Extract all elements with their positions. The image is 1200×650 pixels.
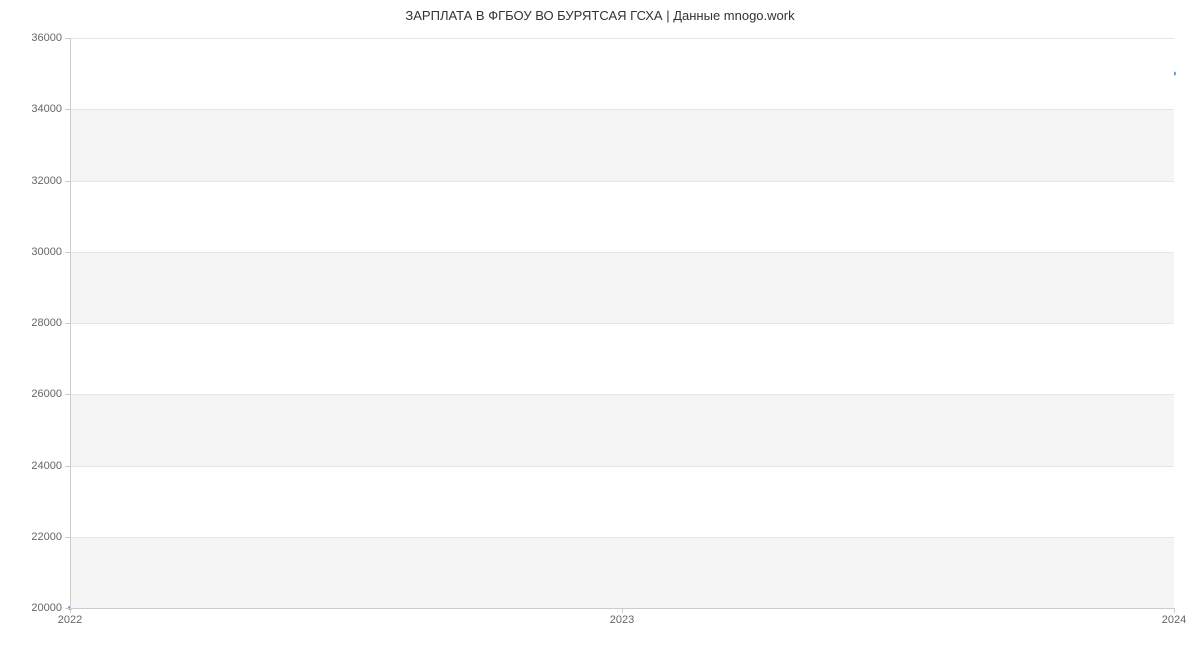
grid-line: [70, 181, 1174, 182]
y-tick-label: 20000: [31, 602, 62, 614]
grid-line: [70, 466, 1174, 467]
grid-line: [70, 537, 1174, 538]
salary-line-chart: ЗАРПЛАТА В ФГБОУ ВО БУРЯТСАЯ ГСХА | Данн…: [0, 0, 1200, 650]
y-tick-label: 36000: [31, 32, 62, 44]
x-tick-label: 2023: [610, 614, 634, 626]
y-tick-label: 32000: [31, 175, 62, 187]
y-tick-label: 22000: [31, 531, 62, 543]
y-tick-label: 26000: [31, 388, 62, 400]
x-tick-label: 2024: [1162, 614, 1186, 626]
chart-title: ЗАРПЛАТА В ФГБОУ ВО БУРЯТСАЯ ГСХА | Данн…: [0, 8, 1200, 23]
grid-band: [70, 466, 1174, 537]
y-tick-label: 30000: [31, 246, 62, 258]
grid-line: [70, 38, 1174, 39]
x-tick-mark: [70, 608, 71, 613]
grid-band: [70, 252, 1174, 323]
y-tick-label: 24000: [31, 460, 62, 472]
x-tick-mark: [622, 608, 623, 613]
grid-band: [70, 537, 1174, 608]
grid-band: [70, 38, 1174, 109]
x-tick-mark: [1174, 608, 1175, 613]
y-axis: [70, 38, 71, 608]
grid-band: [70, 394, 1174, 465]
grid-line: [70, 394, 1174, 395]
plot-area: 2000022000240002600028000300003200034000…: [70, 38, 1174, 608]
y-tick-label: 34000: [31, 103, 62, 115]
grid-line: [70, 323, 1174, 324]
grid-band: [70, 323, 1174, 394]
x-tick-label: 2022: [58, 614, 82, 626]
grid-line: [70, 109, 1174, 110]
grid-band: [70, 109, 1174, 180]
y-tick-label: 28000: [31, 317, 62, 329]
grid-line: [70, 252, 1174, 253]
grid-band: [70, 181, 1174, 252]
